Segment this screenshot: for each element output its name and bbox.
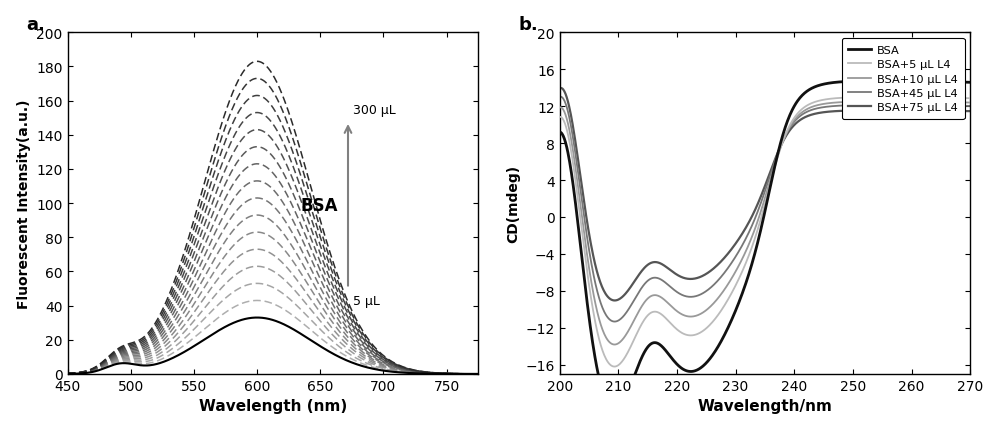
- X-axis label: Wavelength (nm): Wavelength (nm): [199, 399, 347, 413]
- Text: b.: b.: [519, 16, 538, 34]
- Text: BSA: BSA: [300, 197, 338, 214]
- Legend: BSA, BSA+5 μL L4, BSA+10 μL L4, BSA+45 μL L4, BSA+75 μL L4: BSA, BSA+5 μL L4, BSA+10 μL L4, BSA+45 μ…: [842, 39, 965, 120]
- Text: 5 μL: 5 μL: [353, 294, 380, 307]
- Y-axis label: CD(mdeg): CD(mdeg): [506, 165, 520, 243]
- Text: 300 μL: 300 μL: [353, 104, 396, 117]
- Text: a.: a.: [27, 16, 45, 34]
- Y-axis label: Fluorescent Intensity(a.u.): Fluorescent Intensity(a.u.): [17, 99, 31, 308]
- X-axis label: Wavelength/nm: Wavelength/nm: [698, 399, 832, 413]
